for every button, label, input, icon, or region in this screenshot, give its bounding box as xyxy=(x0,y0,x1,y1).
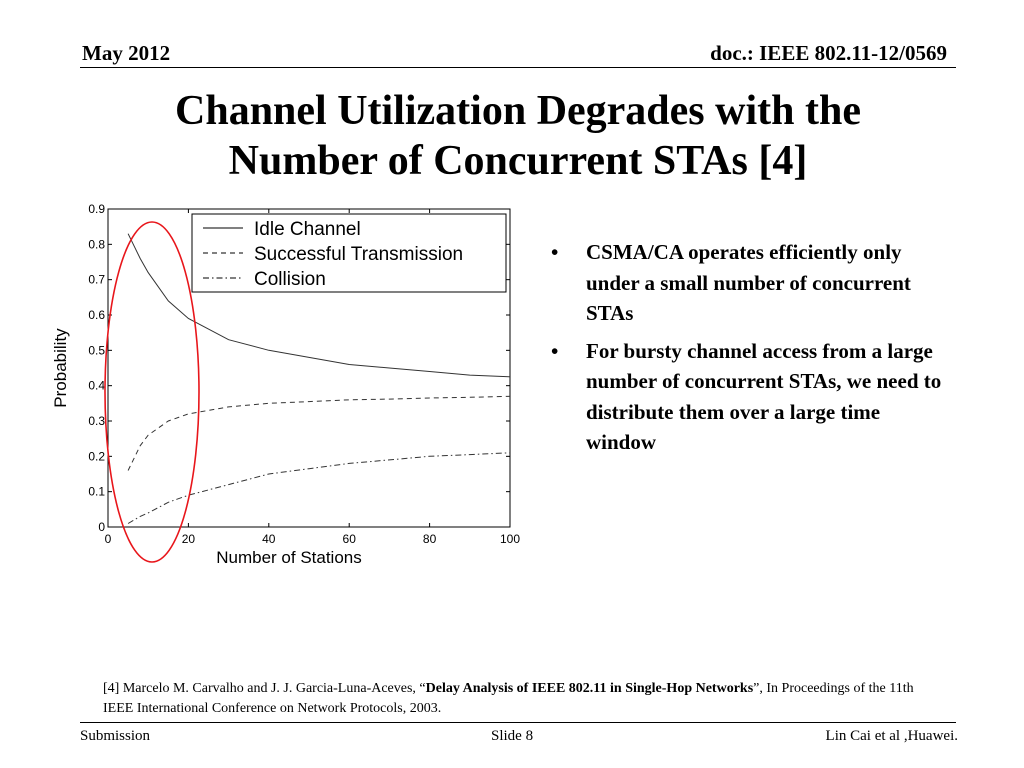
footer-submission: Submission xyxy=(80,728,151,744)
y-tick-label: 0.3 xyxy=(88,414,105,428)
legend-label-idle: Idle Channel xyxy=(254,219,361,240)
probability-chart: 0 20 40 60 80 100 0 0.1 0.2 0.3 0.4 0.5 0.6 0.7 0.8 0.9… xyxy=(51,202,520,567)
header-rule xyxy=(80,67,956,68)
legend-label-collision: Collision xyxy=(254,269,326,290)
y-tick-label: 0.8 xyxy=(88,237,105,251)
y-tick-label: 0 xyxy=(98,520,105,534)
header-doc-id: doc.: IEEE 802.11-12/0569 xyxy=(710,41,947,65)
y-tick-label: 0.2 xyxy=(88,449,105,463)
x-tick-label: 20 xyxy=(182,532,196,546)
y-tick-label: 0.5 xyxy=(88,343,105,357)
legend-box xyxy=(191,213,507,293)
bullet-list: • CSMA/CA operates efficiently only unde… xyxy=(548,237,948,465)
x-tick-label: 60 xyxy=(343,532,357,546)
bullet-dot: • xyxy=(551,338,559,363)
legend-label-success: Successful Transmission xyxy=(254,244,463,265)
series-line-collision xyxy=(127,452,511,524)
slide-title-line-1: Channel Utilization Degrades with the xyxy=(175,88,861,134)
series-line-idle-channel xyxy=(127,233,511,378)
bullet-item: • CSMA/CA operates efficiently only unde… xyxy=(548,237,948,329)
reference-citation: [4] Marcelo M. Carvalho and J. J. Garcia… xyxy=(103,679,943,719)
y-tick-label: 0.7 xyxy=(88,273,105,287)
footer-author: Lin Cai et al ,Huawei. xyxy=(825,728,958,744)
x-tick-label: 40 xyxy=(262,532,276,546)
slide-title: Channel Utilization Degrades with the Nu… xyxy=(80,86,956,186)
x-tick-label: 100 xyxy=(500,532,520,546)
y-axis-label: Probability xyxy=(51,328,70,408)
bullet-text: For bursty channel access from a large n… xyxy=(586,338,942,455)
footer-rule xyxy=(80,722,956,723)
reference-suffix: ”, In Proceedings of the 11th IEEE Inter… xyxy=(103,681,914,716)
red-highlight-ellipse xyxy=(104,221,200,563)
header-date: May 2012 xyxy=(82,41,171,65)
bullet-item: • For bursty channel access from a large… xyxy=(548,336,948,458)
y-tick-label: 0.4 xyxy=(88,379,105,393)
plot-frame xyxy=(107,208,511,528)
reference-prefix: [4] Marcelo M. Carvalho and J. J. Garcia… xyxy=(103,681,426,696)
y-tick-label: 0.6 xyxy=(88,308,105,322)
x-tick-label: 0 xyxy=(105,532,112,546)
y-tick-label: 0.9 xyxy=(88,202,105,216)
footer-slide-number: Slide 8 xyxy=(491,728,534,744)
bullet-dot: • xyxy=(551,240,559,264)
x-axis-label: Number of Stations xyxy=(216,548,362,567)
chart-legend: Idle Channel Successful Transmission Col… xyxy=(191,213,507,293)
y-tick-label: 0.1 xyxy=(88,485,105,499)
slide-title-line-2: Number of Concurrent STAs [4] xyxy=(228,138,808,184)
x-tick-label: 80 xyxy=(423,532,437,546)
reference-title: Delay Analysis of IEEE 802.11 in Single-… xyxy=(425,681,754,696)
series-line-successful-transmission xyxy=(127,395,511,471)
bullet-text: CSMA/CA operates efficiently only under … xyxy=(586,240,911,325)
